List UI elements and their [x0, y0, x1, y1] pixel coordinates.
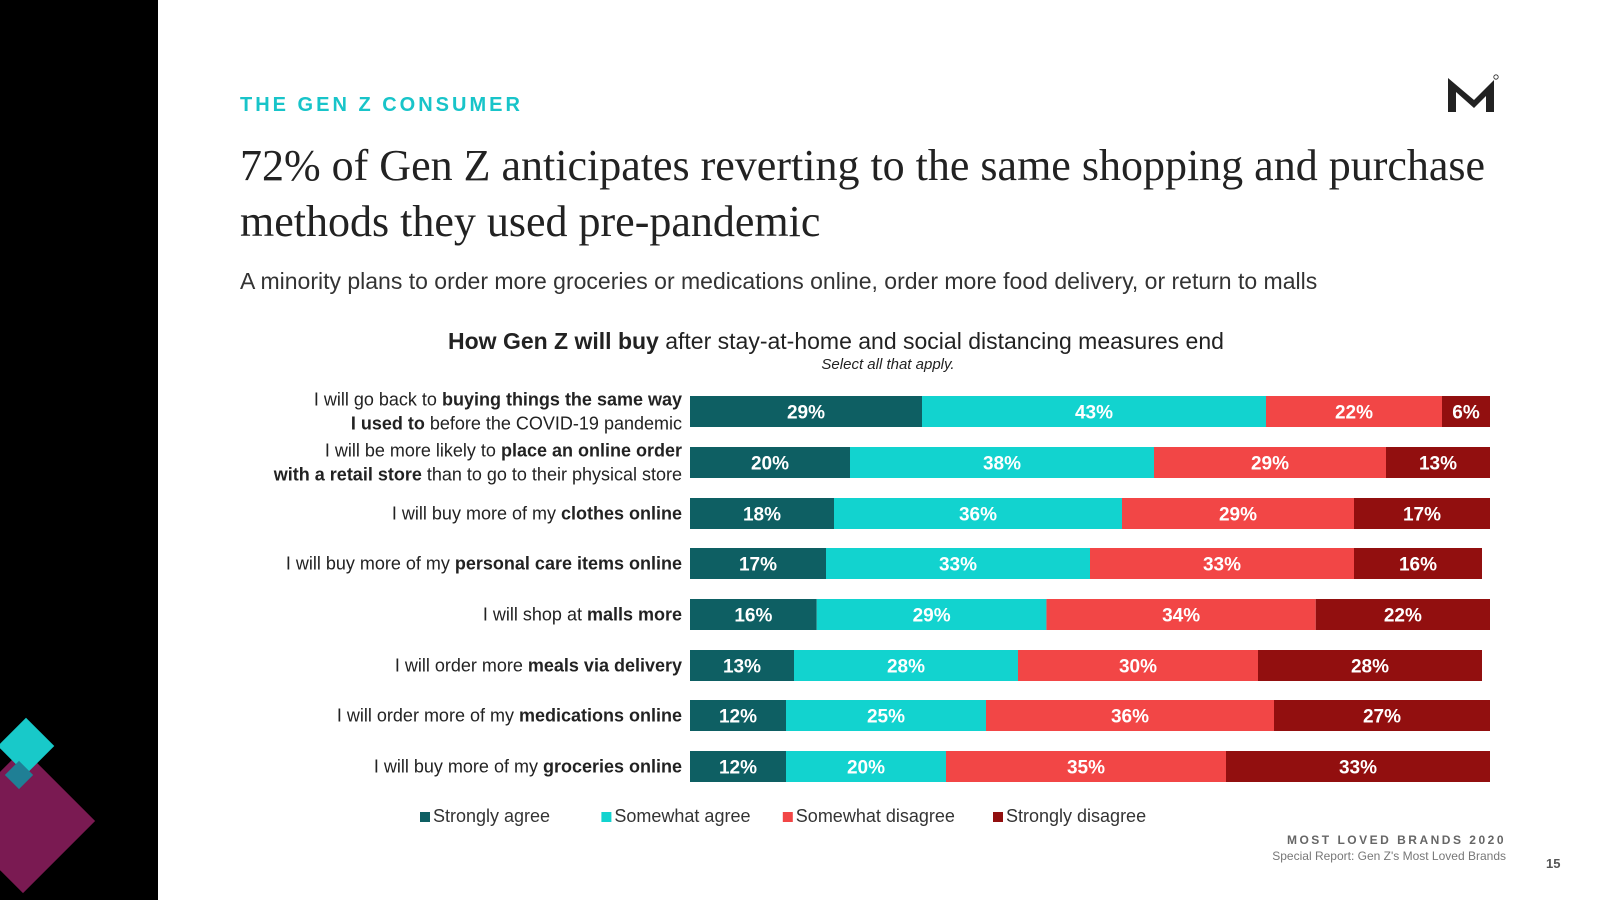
data-label: 20% — [751, 454, 789, 475]
data-label: 22% — [1384, 606, 1422, 627]
footer-brand: MOST LOVED BRANDS 2020 — [1286, 833, 1506, 847]
category-label: I will go back to buying things the same… — [314, 390, 682, 410]
bar-segment — [1386, 447, 1490, 478]
data-label: 29% — [1219, 505, 1257, 526]
bar-segment — [1226, 751, 1490, 782]
bar-segment — [690, 599, 817, 630]
data-label: 29% — [787, 403, 825, 424]
legend-label: Strongly agree — [433, 806, 550, 826]
page-subtitle: A minority plans to order more groceries… — [240, 268, 1318, 294]
bar-segment — [786, 751, 946, 782]
bar-segment — [690, 447, 850, 478]
footer-report-title: Special Report: Gen Z's Most Loved Brand… — [1272, 849, 1506, 863]
data-label: 43% — [1075, 403, 1113, 424]
category-label: I will buy more of my clothes online — [392, 504, 682, 524]
data-label: 29% — [913, 606, 951, 627]
bar-segment — [1046, 599, 1316, 630]
page-number: 15 — [1546, 856, 1561, 871]
bar-segment — [1090, 548, 1354, 579]
bar-segment — [816, 599, 1047, 630]
data-label: 13% — [723, 657, 761, 678]
category-label: I used to before the COVID-19 pandemic — [351, 414, 682, 434]
bar-segment — [834, 498, 1122, 529]
data-label: 28% — [887, 657, 925, 678]
data-label: 16% — [734, 606, 772, 627]
data-label: 38% — [983, 454, 1021, 475]
bar-segment — [690, 650, 794, 681]
data-label: 18% — [743, 505, 781, 526]
data-label: 35% — [1067, 758, 1105, 779]
bar-segment — [826, 548, 1090, 579]
data-label: 27% — [1363, 707, 1401, 728]
bar-segment — [1018, 650, 1258, 681]
data-label: 36% — [959, 505, 997, 526]
data-label: 33% — [1339, 758, 1377, 779]
data-label: 17% — [739, 555, 777, 576]
sidebar — [0, 0, 158, 900]
data-label: 30% — [1119, 657, 1157, 678]
category-label: with a retail store than to go to their … — [273, 465, 682, 485]
data-label: 16% — [1399, 555, 1437, 576]
data-label: 28% — [1351, 657, 1389, 678]
data-label: 6% — [1452, 403, 1480, 424]
data-label: 17% — [1403, 505, 1441, 526]
category-label: I will be more likely to place an online… — [325, 441, 682, 461]
data-label: 25% — [867, 707, 905, 728]
bar-segment — [1315, 599, 1490, 630]
category-label: I will shop at malls more — [483, 605, 682, 625]
legend-swatch — [782, 812, 793, 822]
data-label: 22% — [1335, 403, 1373, 424]
bar-segment — [690, 498, 834, 529]
bar-segment — [1354, 548, 1482, 579]
bar-segment — [946, 751, 1226, 782]
legend-swatch — [420, 812, 430, 822]
bar-segment — [850, 447, 1154, 478]
bar-segment — [1122, 498, 1354, 529]
chart-title-rest: after stay-at-home and social distancing… — [658, 328, 1224, 354]
category-label: I will buy more of my personal care item… — [286, 554, 682, 574]
data-label: 29% — [1251, 454, 1289, 475]
category-label: I will order more meals via delivery — [395, 656, 682, 676]
data-label: 34% — [1162, 606, 1200, 627]
data-label: 20% — [847, 758, 885, 779]
bar-segment — [1354, 498, 1490, 529]
data-label: 33% — [1203, 555, 1241, 576]
chart-note: Select all that apply. — [821, 356, 955, 373]
bar-segment — [786, 700, 986, 731]
section-label: THE GEN Z CONSUMER — [240, 94, 523, 116]
legend-swatch — [993, 812, 1003, 822]
bar-segment — [986, 700, 1274, 731]
bar-segment — [794, 650, 1018, 681]
bar-segment — [1442, 396, 1490, 427]
data-label: 36% — [1111, 707, 1149, 728]
bar-segment — [922, 396, 1266, 427]
data-label: 13% — [1419, 454, 1457, 475]
chart-title-bold: How Gen Z will buy — [448, 328, 659, 354]
bar-segment — [1266, 396, 1442, 427]
data-label: 33% — [939, 555, 977, 576]
category-label: I will order more of my medications onli… — [337, 706, 682, 726]
bar-segment — [690, 751, 786, 782]
legend-label: Somewhat disagree — [796, 806, 955, 826]
chart-title: How Gen Z will buy after stay-at-home an… — [448, 328, 1224, 355]
bar-segment — [690, 700, 786, 731]
m-brand-logo-icon — [1448, 74, 1499, 112]
page-headline: 72% of Gen Z anticipates reverting to th… — [240, 141, 1486, 246]
category-label: I will buy more of my groceries online — [374, 757, 682, 777]
legend-label: Somewhat agree — [614, 806, 750, 826]
legend-swatch — [601, 812, 612, 822]
bar-segment — [1274, 700, 1490, 731]
bar-segment — [690, 396, 922, 427]
legend-label: Strongly disagree — [1006, 806, 1146, 826]
bar-segment — [1258, 650, 1482, 681]
data-label: 12% — [719, 758, 757, 779]
bar-segment — [1154, 447, 1386, 478]
data-label: 12% — [719, 707, 757, 728]
bar-segment — [690, 548, 826, 579]
